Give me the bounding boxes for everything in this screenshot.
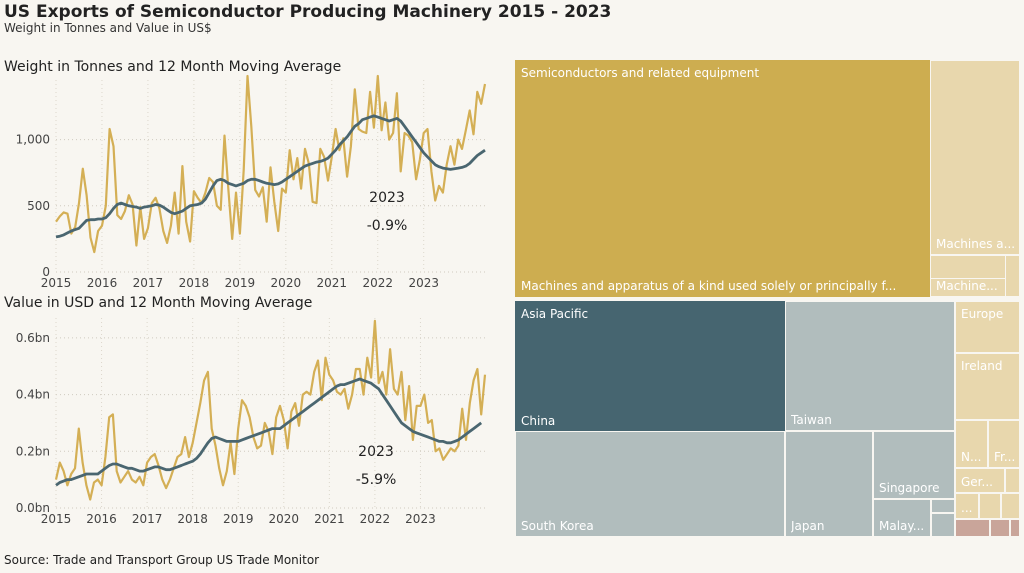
moving-average-line xyxy=(55,377,483,487)
x-tick-label: 2017 xyxy=(133,276,164,290)
annotation-change: -5.9% xyxy=(356,472,397,488)
treemap-label: Asia Pacific xyxy=(521,307,589,321)
annotation-year: 2023 xyxy=(369,190,405,206)
treemap-cell-dots: ... xyxy=(955,493,979,519)
treemap-cell-singapore: Singapore xyxy=(873,431,955,499)
x-tick-label: 2023 xyxy=(405,512,436,526)
treemap-cell-japan: Japan xyxy=(785,431,873,537)
annotation-change: -0.9% xyxy=(367,218,408,234)
treemap-label: Singapore xyxy=(879,481,940,495)
treemap-label: Ireland xyxy=(961,359,1003,373)
x-tick-label: 2020 xyxy=(269,512,300,526)
x-tick-label: 2015 xyxy=(41,512,72,526)
treemap-cell-malaysia: Malay... xyxy=(873,499,931,537)
treemap-cell-n: N... xyxy=(955,420,988,468)
treemap-label: Taiwan xyxy=(791,413,832,427)
treemap-cell-minor xyxy=(955,519,990,537)
x-tick-label: 2018 xyxy=(179,276,210,290)
treemap-label: Machine... xyxy=(936,279,998,293)
x-tick-label: 2019 xyxy=(225,276,256,290)
treemap-cell-semiconductors: Semiconductors and related equipment xyxy=(515,60,930,180)
treemap-cell-minor xyxy=(931,513,955,537)
monthly-series-line xyxy=(55,74,487,254)
x-tick-label: 2019 xyxy=(223,512,254,526)
treemap-cell-taiwan: Taiwan xyxy=(785,301,955,431)
treemap-cell-south-korea: South Korea xyxy=(515,431,785,537)
treemap-cell-minor xyxy=(1010,519,1020,537)
treemap-cell-machine: Machine... xyxy=(930,255,1020,297)
moving-average-line xyxy=(55,114,486,239)
treemap-cell-ireland: Ireland xyxy=(955,353,1020,420)
y-tick-label: 1,000 xyxy=(16,133,50,147)
page-title: US Exports of Semiconductor Producing Ma… xyxy=(4,2,612,22)
treemap-cell-china: China xyxy=(515,364,785,432)
treemap-label: Europe xyxy=(961,307,1004,321)
x-tick-label: 2018 xyxy=(177,512,208,526)
treemap-label: China xyxy=(521,414,556,428)
treemap-label: Malay... xyxy=(879,519,925,533)
treemap-label: N... xyxy=(961,450,982,464)
treemap-label: Fr... xyxy=(994,450,1016,464)
treemap-label: ... xyxy=(961,501,973,515)
treemap-label: South Korea xyxy=(521,519,594,533)
treemap-cell-minor xyxy=(931,499,955,513)
treemap-cell-fr: Fr... xyxy=(988,420,1020,468)
treemap-cell-asia-pacific: Asia Pacific xyxy=(515,301,785,366)
value-chart: Value in USD and 12 Month Moving Average… xyxy=(4,295,487,526)
x-tick-label: 2020 xyxy=(271,276,302,290)
treemap-label: Machines and apparatus of a kind used so… xyxy=(521,279,897,293)
chart-title: Value in USD and 12 Month Moving Average xyxy=(4,295,312,311)
monthly-series-line xyxy=(54,319,487,501)
treemap-label: Ger... xyxy=(961,475,993,489)
treemap-cell-germany: Ger... xyxy=(955,468,1005,493)
treemap-cell-minor xyxy=(1005,468,1020,493)
treemap-divider xyxy=(930,278,1005,279)
chart-title: Weight in Tonnes and 12 Month Moving Ave… xyxy=(4,59,341,75)
treemap-label: Machines a... xyxy=(936,237,1016,251)
treemap-cell-minor xyxy=(990,519,1010,537)
x-tick-label: 2015 xyxy=(41,276,72,290)
y-tick-label: 500 xyxy=(27,199,50,213)
source-note: Source: Trade and Transport Group US Tra… xyxy=(4,553,320,567)
treemap-cell-minor xyxy=(1001,493,1020,519)
y-tick-label: 0.4bn xyxy=(16,388,50,402)
annotation-year: 2023 xyxy=(358,444,394,460)
x-tick-label: 2016 xyxy=(87,276,118,290)
x-tick-label: 2023 xyxy=(408,276,439,290)
x-tick-label: 2016 xyxy=(86,512,117,526)
treemap-cell-machines-a: Machines a... xyxy=(930,60,1020,255)
weight-chart: Weight in Tonnes and 12 Month Moving Ave… xyxy=(4,59,487,290)
product-treemap: Semiconductors and related equipment Mach… xyxy=(515,60,1020,297)
region-treemap: Asia Pacific China Taiwan South Korea Japan S… xyxy=(515,301,1020,537)
treemap-cell-europe: Europe xyxy=(955,301,1020,353)
y-tick-label: 0.6bn xyxy=(16,331,50,345)
treemap-cell-machines-apparatus: Machines and apparatus of a kind used so… xyxy=(515,178,930,297)
y-tick-label: 0.2bn xyxy=(16,444,50,458)
treemap-cell-minor xyxy=(979,493,1001,519)
page-subtitle: Weight in Tonnes and Value in US$ xyxy=(4,21,212,35)
x-tick-label: 2022 xyxy=(362,276,393,290)
x-tick-label: 2022 xyxy=(360,512,391,526)
y-tick-label: 0.0bn xyxy=(16,501,50,515)
treemap-label: Japan xyxy=(791,519,825,533)
treemap-label: Semiconductors and related equipment xyxy=(521,66,760,80)
x-tick-label: 2021 xyxy=(314,512,345,526)
treemap-divider xyxy=(1005,255,1006,297)
x-tick-label: 2021 xyxy=(317,276,348,290)
y-tick-label: 0 xyxy=(42,265,50,279)
x-tick-label: 2017 xyxy=(132,512,163,526)
